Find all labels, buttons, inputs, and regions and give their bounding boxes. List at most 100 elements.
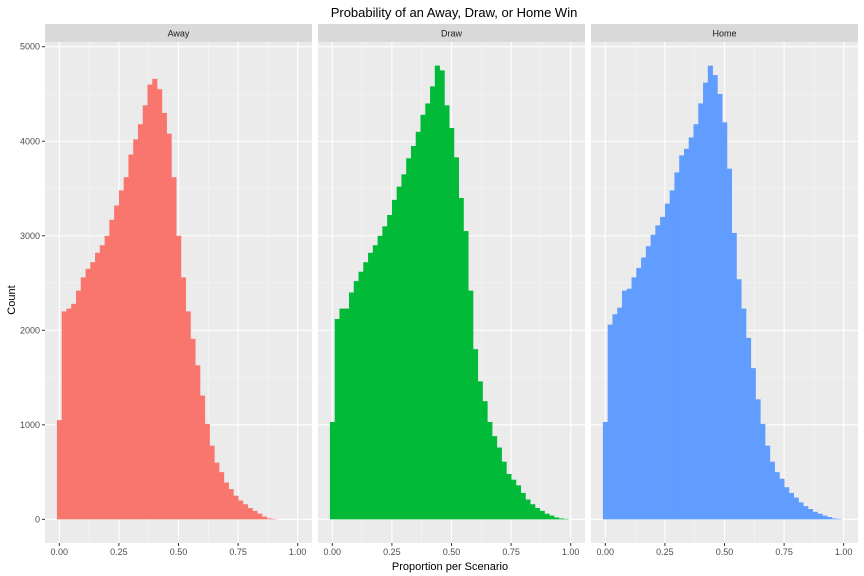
histogram-bars [329, 65, 569, 520]
histogram-bar [798, 502, 804, 520]
panel-home: Home 0.00 0.25 0.50 0.75 1.00 [591, 24, 858, 557]
facet-strip-label: Away [168, 29, 190, 39]
x-tick-label: 0.25 [383, 547, 401, 557]
y-tick-label: 5000 [20, 42, 40, 52]
histogram-bar [549, 515, 555, 520]
histogram-bar [722, 122, 728, 520]
histogram-bar [348, 292, 355, 520]
histogram-bar [219, 472, 225, 520]
histogram-bar [415, 131, 421, 520]
histogram-bar [353, 281, 359, 520]
histogram-bar [339, 308, 345, 520]
histogram-bar [631, 277, 637, 520]
histogram-bar [807, 508, 814, 520]
x-tick-label: 0.00 [324, 547, 342, 557]
x-tick-label: 0.50 [716, 547, 734, 557]
histogram-bar [137, 124, 144, 520]
histogram-bar [650, 234, 656, 520]
facet-strip [45, 24, 312, 42]
x-tick-label: 0.75 [502, 547, 520, 557]
histogram-bars [602, 65, 842, 520]
histogram-bar [377, 235, 383, 520]
histogram-bar [655, 225, 661, 520]
facet-strip [591, 24, 858, 42]
histogram-bar [812, 511, 818, 520]
histogram-bar [176, 235, 182, 520]
histogram-bar [430, 86, 436, 520]
histogram-bar [118, 190, 125, 520]
histogram-bar [703, 82, 709, 520]
histogram-bar [750, 368, 756, 520]
histogram-bar [329, 422, 336, 520]
histogram-bar [769, 461, 775, 520]
histogram-bar [114, 205, 120, 520]
histogram-bar [520, 492, 526, 520]
y-axis: 0 1000 2000 3000 4000 5000 [20, 42, 45, 524]
histogram-bar [501, 461, 507, 520]
chart-title: Probability of an Away, Draw, or Home Wi… [331, 5, 578, 20]
histogram-bar [233, 495, 239, 520]
y-axis-title: Count [6, 285, 18, 314]
x-tick-label: 0.75 [775, 547, 793, 557]
facet-strip [318, 24, 585, 42]
histogram-bar [161, 112, 167, 520]
histogram-bar [530, 504, 536, 520]
histogram-bar [195, 365, 201, 520]
histogram-bar [827, 517, 833, 520]
x-tick-label: 0.25 [656, 547, 674, 557]
histogram-bar [755, 399, 761, 520]
histogram-bar [515, 485, 521, 520]
y-tick-label: 2000 [20, 325, 40, 335]
histogram-bar [617, 307, 623, 520]
histogram-bar [607, 324, 613, 520]
y-tick-label: 0 [35, 514, 40, 524]
y-tick-label: 4000 [20, 136, 40, 146]
histogram-bar [558, 518, 564, 520]
histogram-bar [238, 500, 244, 520]
histogram-bars [56, 78, 277, 520]
histogram-bar [774, 472, 780, 520]
histogram-bar [487, 422, 493, 520]
histogram-bar [180, 277, 187, 520]
histogram-bar [444, 105, 450, 520]
histogram-bar [496, 447, 502, 520]
histogram-bar [674, 172, 680, 520]
histogram-bar [344, 308, 350, 520]
histogram-bar [449, 128, 455, 520]
histogram-bar [406, 158, 412, 520]
histogram-bar [133, 139, 139, 520]
y-tick-label: 3000 [20, 231, 40, 241]
histogram-bar [128, 154, 134, 520]
histogram-bar [391, 199, 398, 520]
histogram-bar [717, 93, 723, 520]
x-tick-label: 1.00 [289, 547, 307, 557]
histogram-bar [228, 489, 234, 520]
histogram-bar [525, 499, 531, 520]
histogram-bar [209, 445, 215, 520]
histogram-bar [109, 219, 115, 520]
histogram-bar [453, 157, 460, 520]
histogram-bar [425, 103, 431, 520]
x-tick-label: 1.00 [835, 547, 853, 557]
histogram-bar [166, 133, 172, 520]
histogram-bar [104, 235, 110, 520]
histogram-bar [492, 436, 498, 520]
histogram-bar [85, 268, 91, 520]
x-tick-label: 0.00 [51, 547, 69, 557]
histogram-bar [511, 479, 517, 520]
histogram-bar [410, 145, 417, 520]
histogram-bar [731, 232, 737, 520]
histogram-bar [641, 257, 647, 520]
histogram-bar [434, 65, 440, 520]
histogram-bar [544, 513, 550, 520]
histogram-bar [726, 168, 733, 520]
histogram-bar [831, 518, 837, 520]
histogram-bar [61, 311, 67, 520]
histogram-bar [645, 246, 651, 520]
histogram-bar [363, 262, 369, 520]
histogram-bar [788, 492, 794, 520]
x-tick-label: 0.00 [597, 547, 615, 557]
histogram-bar [190, 338, 196, 520]
histogram-bar [396, 186, 402, 520]
